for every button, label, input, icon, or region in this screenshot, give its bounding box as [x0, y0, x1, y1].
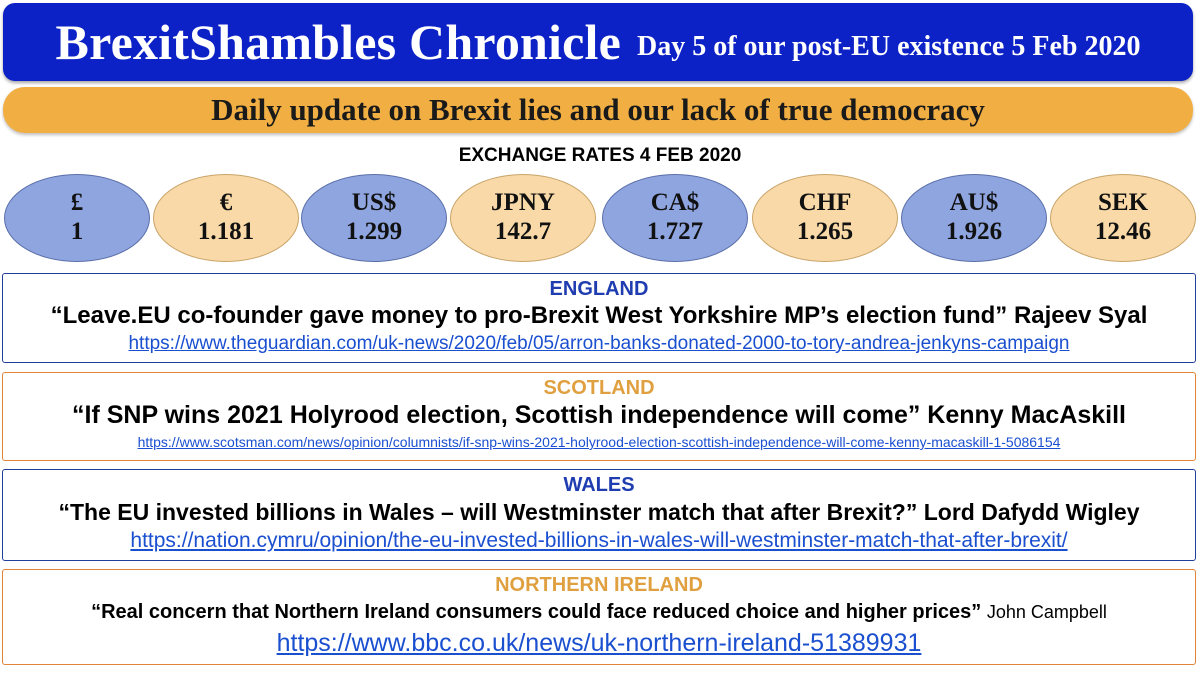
header: BrexitShambles Chronicle Day 5 of our po…: [3, 3, 1193, 81]
article-headline: “Real concern that Northern Ireland cons…: [3, 596, 1195, 628]
rate-currency: €: [219, 189, 233, 217]
rate-value: 142.7: [494, 218, 552, 245]
rate-currency: CA$: [650, 189, 700, 217]
rate-gbp: £ 1: [4, 174, 150, 262]
region-label: WALES: [563, 474, 635, 496]
headline-author: John Campbell: [986, 602, 1107, 622]
article-link[interactable]: https://www.scotsman.com/news/opinion/co…: [137, 434, 1061, 450]
section-northern-ireland: NORTHERN IRELAND “Real concern that Nort…: [2, 569, 1196, 665]
article-link[interactable]: https://nation.cymru/opinion/the-eu-inve…: [130, 529, 1068, 552]
rate-currency: SEK: [1097, 189, 1149, 217]
region-label: NORTHERN IRELAND: [495, 574, 703, 596]
page-title: BrexitShambles Chronicle: [55, 14, 622, 70]
rate-currency: US$: [351, 189, 397, 217]
rate-value: 1.727: [646, 218, 704, 245]
rate-aud: AU$ 1.926: [901, 174, 1047, 262]
rate-value: 12.46: [1094, 218, 1152, 245]
exchange-rates-title: EXCHANGE RATES 4 FEB 2020: [458, 145, 742, 166]
article-headline: “Leave.EU co-founder gave money to pro-B…: [50, 302, 1148, 329]
rate-currency: CHF: [798, 189, 852, 217]
rate-value: 1.181: [197, 218, 255, 245]
article-link[interactable]: https://www.bbc.co.uk/news/uk-northern-i…: [276, 629, 922, 657]
rate-value: 1: [70, 218, 84, 245]
tagline-text: Daily update on Brexit lies and our lack…: [211, 92, 985, 127]
section-wales: WALES “The EU invested billions in Wales…: [2, 469, 1196, 561]
rate-chf: CHF 1.265: [752, 174, 898, 262]
rate-sek: SEK 12.46: [1050, 174, 1196, 262]
region-label: SCOTLAND: [543, 377, 655, 399]
rate-currency: JPNY: [491, 189, 555, 217]
rate-jpy: JPNY 142.7: [450, 174, 596, 262]
rate-value: 1.265: [796, 218, 854, 245]
article-headline: “The EU invested billions in Wales – wil…: [58, 499, 1140, 525]
tagline-banner: Daily update on Brexit lies and our lack…: [3, 87, 1193, 133]
rate-currency: £: [70, 189, 84, 217]
section-scotland: SCOTLAND “If SNP wins 2021 Holyrood elec…: [2, 372, 1196, 461]
article-link[interactable]: https://www.theguardian.com/uk-news/2020…: [128, 333, 1070, 354]
page-subtitle: Day 5 of our post-EU existence 5 Feb 202…: [637, 31, 1141, 62]
rate-value: 1.926: [945, 218, 1003, 245]
section-england: ENGLAND “Leave.EU co-founder gave money …: [2, 273, 1196, 363]
rate-cad: CA$ 1.727: [602, 174, 748, 262]
rate-usd: US$ 1.299: [301, 174, 447, 262]
article-headline: “If SNP wins 2021 Holyrood election, Sco…: [72, 401, 1126, 429]
rate-value: 1.299: [345, 218, 403, 245]
region-label: ENGLAND: [549, 278, 649, 300]
rate-currency: AU$: [949, 189, 999, 217]
rate-eur: € 1.181: [153, 174, 299, 262]
headline-quote: “Real concern that Northern Ireland cons…: [91, 601, 982, 623]
